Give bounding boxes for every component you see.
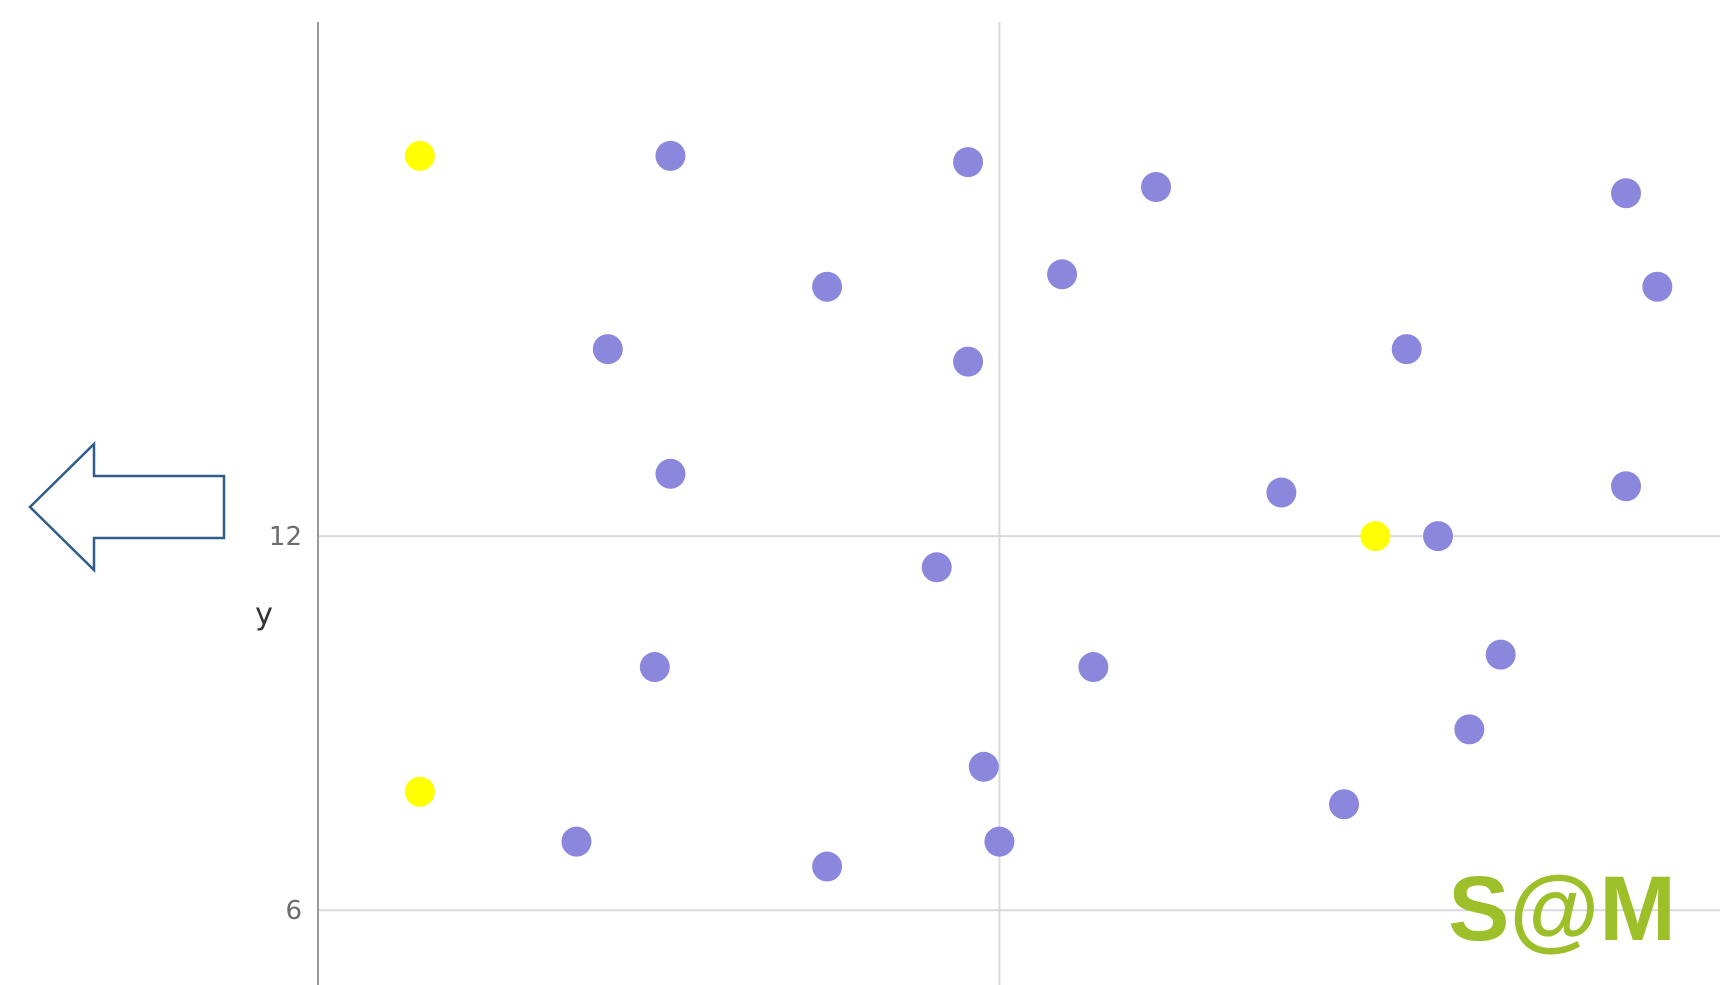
data-point: [812, 271, 843, 302]
data-point: [655, 458, 686, 489]
data-point: [953, 346, 984, 377]
y-tick-labels: 6 12: [269, 522, 302, 926]
data-point: [984, 826, 1015, 857]
data-point: [1329, 789, 1360, 820]
data-point: [1141, 172, 1172, 203]
highlighted-point: [1360, 521, 1391, 552]
data-point: [968, 751, 999, 782]
data-point: [953, 147, 984, 178]
highlighted-point: [404, 776, 435, 807]
data-point: [561, 826, 592, 857]
data-points: [404, 140, 1673, 882]
data-point: [812, 851, 843, 882]
data-point: [655, 140, 686, 171]
data-point: [1078, 652, 1109, 683]
highlighted-point: [404, 140, 435, 171]
data-point: [592, 334, 623, 365]
data-point: [1047, 259, 1078, 290]
data-point: [1642, 271, 1673, 302]
sam-logo: S@M: [1448, 858, 1676, 960]
data-point: [1266, 477, 1297, 508]
data-point: [1611, 178, 1642, 209]
data-point: [921, 552, 952, 583]
left-arrow-icon[interactable]: [28, 441, 226, 573]
y-tick-label: 12: [269, 522, 302, 552]
data-point: [1391, 334, 1422, 365]
logo-text: S@M: [1448, 858, 1676, 960]
y-tick-label: 6: [285, 896, 302, 926]
gridlines: [318, 22, 1720, 985]
data-point: [1423, 521, 1454, 552]
data-point: [639, 652, 670, 683]
data-point: [1454, 714, 1485, 745]
data-point: [1611, 471, 1642, 502]
y-axis-label: y: [255, 597, 273, 632]
data-point: [1485, 639, 1516, 670]
